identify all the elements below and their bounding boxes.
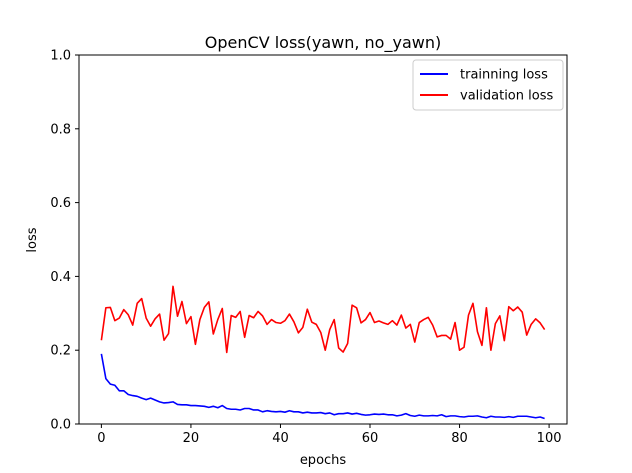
y-tick-label: 0.4: [50, 270, 71, 285]
y-tick-label: 0.8: [50, 122, 71, 137]
y-axis-label: loss: [25, 227, 40, 252]
plot-frame: [78, 54, 568, 425]
y-tick-label: 0.2: [50, 344, 71, 359]
y-axis-ticks: 0.0 0.2 0.4 0.6 0.8 1.0: [50, 49, 79, 433]
chart-title: OpenCV loss(yawn, no_yawn): [205, 33, 441, 53]
x-tick-label: 100: [537, 431, 562, 446]
legend: trainning loss validation loss: [412, 59, 564, 111]
x-axis-label: epochs: [300, 453, 347, 468]
legend-label-training: trainning loss: [460, 68, 548, 83]
y-tick-label: 1.0: [50, 49, 71, 64]
series-layer: [100, 285, 546, 420]
x-tick-label: 20: [183, 431, 200, 446]
x-tick-label: 60: [362, 431, 379, 446]
x-tick-label: 0: [97, 431, 105, 446]
x-tick-label: 40: [272, 431, 289, 446]
legend-label-validation: validation loss: [460, 89, 553, 104]
y-tick-label: 0.0: [50, 418, 71, 433]
legend-box: [412, 59, 564, 111]
series-line-validation: [100, 285, 546, 354]
x-tick-label: 80: [451, 431, 468, 446]
series-line-training: [100, 353, 545, 420]
x-axis-ticks: 0 20 40 60 80 100: [97, 424, 562, 446]
y-tick-label: 0.6: [50, 196, 71, 211]
